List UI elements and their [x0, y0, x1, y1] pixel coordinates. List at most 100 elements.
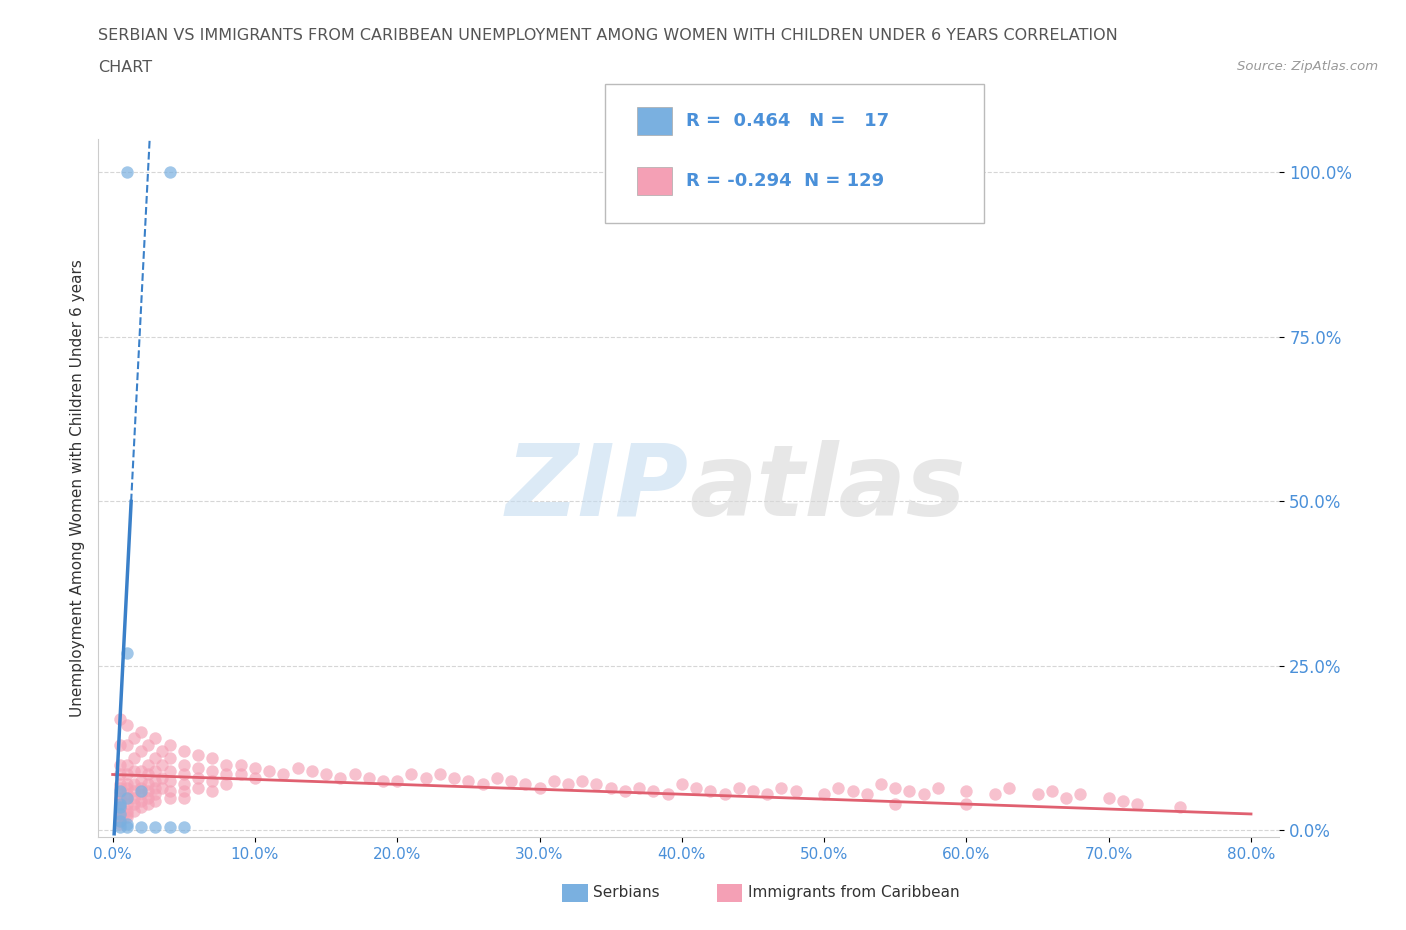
Point	[136, 757, 159, 772]
Point	[770, 780, 793, 795]
Point	[159, 165, 181, 179]
Point	[1168, 800, 1191, 815]
Point	[108, 793, 131, 808]
Point	[115, 737, 138, 752]
Point	[243, 761, 266, 776]
Point	[301, 764, 323, 778]
Point	[215, 767, 238, 782]
Point	[1040, 783, 1063, 798]
Point	[108, 806, 131, 821]
Point	[173, 819, 195, 834]
Point	[471, 777, 494, 791]
Point	[115, 790, 138, 805]
Point	[371, 774, 394, 789]
Point	[115, 767, 138, 782]
Point	[115, 165, 138, 179]
Point	[159, 764, 181, 778]
Point	[143, 787, 166, 802]
Point	[955, 797, 977, 812]
Point	[108, 777, 131, 791]
Point	[108, 819, 131, 834]
Point	[143, 764, 166, 778]
Point	[108, 817, 131, 831]
Point	[357, 770, 380, 785]
Point	[122, 764, 145, 778]
Point	[1069, 787, 1091, 802]
Point	[122, 783, 145, 798]
Point	[136, 783, 159, 798]
Point	[543, 774, 565, 789]
Point	[122, 797, 145, 812]
Point	[1054, 790, 1077, 805]
Point	[152, 744, 174, 759]
Point	[643, 783, 665, 798]
Point	[287, 761, 309, 776]
Point	[136, 797, 159, 812]
Text: Source: ZipAtlas.com: Source: ZipAtlas.com	[1237, 60, 1378, 73]
Point	[129, 780, 152, 795]
Point	[129, 787, 152, 802]
Point	[685, 780, 707, 795]
Point	[115, 787, 138, 802]
Point	[727, 780, 749, 795]
Point	[827, 780, 849, 795]
Point	[129, 744, 152, 759]
Point	[173, 767, 195, 782]
Point	[557, 777, 579, 791]
Point	[136, 767, 159, 782]
Text: atlas: atlas	[689, 440, 966, 537]
Point	[159, 737, 181, 752]
Text: Immigrants from Caribbean: Immigrants from Caribbean	[748, 885, 960, 900]
Point	[136, 790, 159, 805]
Point	[813, 787, 835, 802]
Point	[129, 819, 152, 834]
Point	[315, 767, 337, 782]
Point	[671, 777, 693, 791]
Point	[108, 787, 131, 802]
Point	[108, 804, 131, 818]
Point	[1112, 793, 1135, 808]
Point	[401, 767, 423, 782]
Point	[613, 783, 636, 798]
Point	[129, 764, 152, 778]
Point	[129, 774, 152, 789]
Point	[129, 724, 152, 739]
Point	[215, 757, 238, 772]
Text: CHART: CHART	[98, 60, 152, 75]
Point	[115, 817, 138, 831]
Point	[529, 780, 551, 795]
Point	[927, 780, 949, 795]
Point	[108, 790, 131, 805]
Point	[108, 800, 131, 815]
Point	[898, 783, 921, 798]
Point	[115, 777, 138, 791]
Point	[108, 737, 131, 752]
Point	[173, 790, 195, 805]
Point	[998, 780, 1021, 795]
Point	[457, 774, 479, 789]
Point	[443, 770, 465, 785]
Point	[699, 783, 721, 798]
Y-axis label: Unemployment Among Women with Children Under 6 years: Unemployment Among Women with Children U…	[69, 259, 84, 717]
Point	[122, 731, 145, 746]
Point	[108, 767, 131, 782]
Point	[129, 793, 152, 808]
Point	[912, 787, 935, 802]
Point	[115, 757, 138, 772]
Point	[115, 806, 138, 821]
Point	[108, 813, 131, 828]
Point	[115, 819, 138, 834]
Point	[159, 783, 181, 798]
Point	[108, 797, 131, 812]
Text: ZIP: ZIP	[506, 440, 689, 537]
Point	[115, 790, 138, 805]
Point	[129, 783, 152, 798]
Point	[108, 797, 131, 812]
Point	[122, 777, 145, 791]
Point	[115, 780, 138, 795]
Point	[143, 819, 166, 834]
Point	[756, 787, 779, 802]
Point	[585, 777, 607, 791]
Point	[122, 790, 145, 805]
Point	[387, 774, 409, 789]
